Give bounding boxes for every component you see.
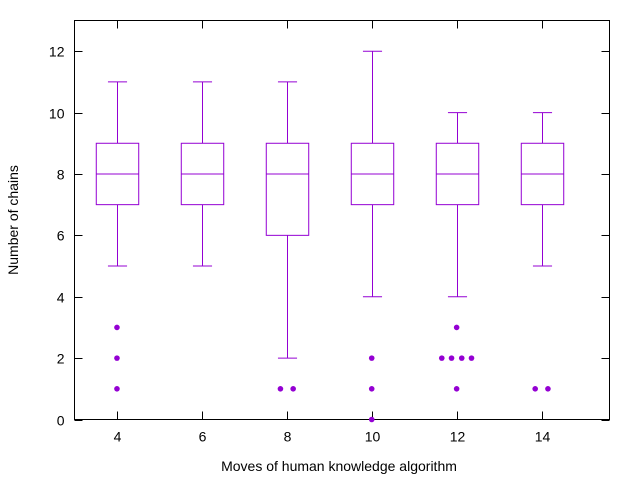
outlier-point (453, 386, 460, 392)
y-tick-label: 8 (57, 167, 65, 183)
outlier-point (277, 386, 284, 392)
x-tick-label: 6 (199, 429, 207, 445)
y-tick-label: 12 (49, 44, 65, 60)
y-tick-label: 2 (57, 351, 65, 367)
outlier-point (438, 355, 445, 361)
box-x-12 (435, 112, 480, 392)
outlier-point (114, 355, 120, 361)
box-x-10 (350, 50, 395, 423)
outlier-point (458, 355, 465, 361)
y-tick-label: 0 (57, 413, 65, 429)
boxes (95, 50, 565, 423)
outlier-point (290, 386, 296, 392)
box-iqr (265, 142, 310, 236)
box-x-8 (265, 81, 310, 392)
x-tick-label: 14 (535, 429, 551, 445)
outlier-point (114, 324, 120, 331)
box-x-6 (180, 81, 225, 267)
outlier-point (532, 386, 538, 392)
x-tick-label: 10 (365, 429, 381, 445)
outlier-point (368, 355, 375, 361)
x-axis-label: Moves of human knowledge algorithm (221, 458, 457, 474)
outlier-point (368, 416, 375, 423)
outlier-point (453, 324, 460, 331)
x-tick-label: 12 (450, 429, 466, 445)
outlier-point (448, 355, 455, 361)
y-tick-label: 6 (57, 228, 65, 244)
outlier-point (545, 386, 551, 392)
x-tick-label: 4 (114, 429, 122, 445)
box-x-14 (520, 112, 565, 392)
y-axis-label: Number of chains (5, 165, 21, 275)
y-tick-label: 4 (57, 290, 65, 306)
outlier-point (114, 386, 120, 392)
box-x-4 (95, 81, 140, 392)
outlier-point (368, 386, 375, 392)
plot-frame (74, 20, 610, 420)
y-tick-label: 10 (49, 106, 65, 122)
x-tick-label: 8 (284, 429, 292, 445)
axes: 0 2 4 6 8 10 12 4 6 8 10 12 14 (49, 20, 610, 445)
outlier-point (468, 355, 475, 361)
